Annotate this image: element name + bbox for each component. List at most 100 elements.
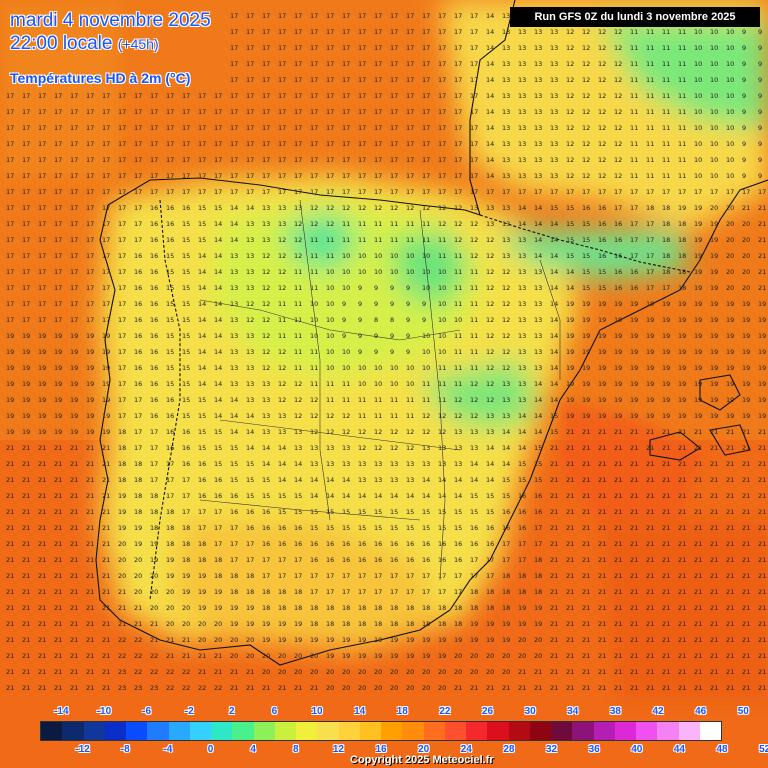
- grid-value: 9: [358, 316, 362, 324]
- grid-value: 21: [70, 652, 78, 660]
- grid-value: 21: [678, 604, 686, 612]
- map-time: 22:00 locale (+45h): [10, 33, 159, 55]
- legend-swatch: [211, 722, 233, 740]
- grid-value: 11: [630, 124, 638, 132]
- grid-value: 9: [390, 300, 394, 308]
- grid-value: 12: [294, 396, 302, 404]
- grid-value: 14: [198, 332, 206, 340]
- grid-value: 17: [86, 172, 94, 180]
- grid-value: 19: [374, 652, 382, 660]
- grid-value: 21: [38, 524, 46, 532]
- grid-value: 12: [598, 28, 606, 36]
- grid-value: 17: [454, 108, 462, 116]
- grid-value: 16: [614, 236, 622, 244]
- grid-value: 13: [550, 44, 558, 52]
- grid-value: 20: [502, 668, 510, 676]
- grid-value: 17: [646, 268, 654, 276]
- grid-value: 11: [470, 364, 478, 372]
- grid-value: 17: [198, 124, 206, 132]
- grid-value: 14: [214, 364, 222, 372]
- grid-value: 18: [294, 588, 302, 596]
- grid-value: 11: [470, 316, 478, 324]
- grid-value: 17: [86, 300, 94, 308]
- grid-value: 14: [486, 76, 494, 84]
- legend-label: -12: [75, 744, 90, 755]
- grid-value: 17: [310, 588, 318, 596]
- grid-value: 12: [470, 380, 478, 388]
- grid-value: 17: [646, 252, 654, 260]
- grid-value: 17: [102, 204, 110, 212]
- grid-value: 11: [646, 156, 654, 164]
- grid-value: 12: [278, 252, 286, 260]
- grid-value: 21: [86, 588, 94, 596]
- grid-value: 19: [326, 636, 334, 644]
- grid-value: 20: [214, 620, 222, 628]
- grid-value: 12: [582, 76, 590, 84]
- grid-value: 19: [566, 380, 574, 388]
- grid-value: 21: [22, 572, 30, 580]
- grid-value: 21: [102, 524, 110, 532]
- grid-value: 21: [694, 460, 702, 468]
- grid-value: 15: [182, 364, 190, 372]
- grid-value: 17: [166, 140, 174, 148]
- grid-value: 13: [246, 220, 254, 228]
- grid-value: 12: [422, 412, 430, 420]
- grid-value: 21: [614, 460, 622, 468]
- grid-value: 21: [214, 668, 222, 676]
- grid-value: 21: [6, 636, 14, 644]
- grid-value: 21: [646, 604, 654, 612]
- grid-value: 19: [758, 380, 766, 388]
- grid-value: 15: [550, 428, 558, 436]
- grid-value: 17: [294, 124, 302, 132]
- grid-value: 13: [486, 428, 494, 436]
- grid-value: 18: [662, 220, 670, 228]
- grid-value: 21: [662, 668, 670, 676]
- grid-value: 17: [6, 284, 14, 292]
- grid-value: 17: [54, 236, 62, 244]
- legend-bottom-labels: -12 -8 -4 0 4 8 12 16 20 24 28 32 36 40 44 48 52: [40, 744, 768, 756]
- grid-value: 19: [102, 380, 110, 388]
- grid-value: 19: [694, 396, 702, 404]
- legend-label: 38: [609, 706, 621, 717]
- grid-value: 17: [262, 12, 270, 20]
- grid-value: 17: [246, 172, 254, 180]
- grid-value: 21: [54, 652, 62, 660]
- grid-value: 15: [358, 508, 366, 516]
- grid-value: 21: [678, 620, 686, 628]
- grid-value: 17: [534, 540, 542, 548]
- grid-value: 21: [678, 556, 686, 564]
- grid-value: 12: [582, 28, 590, 36]
- grid-value: 19: [6, 396, 14, 404]
- grid-value: 20: [182, 604, 190, 612]
- grid-value: 17: [70, 156, 78, 164]
- grid-value: 14: [246, 428, 254, 436]
- grid-value: 20: [230, 636, 238, 644]
- grid-value: 21: [54, 476, 62, 484]
- grid-value: 17: [134, 108, 142, 116]
- grid-value: 21: [70, 684, 78, 692]
- grid-value: 17: [262, 172, 270, 180]
- grid-value: 19: [22, 396, 30, 404]
- grid-value: 12: [598, 60, 606, 68]
- grid-value: 21: [54, 508, 62, 516]
- grid-value: 14: [246, 444, 254, 452]
- grid-value: 21: [598, 428, 606, 436]
- grid-value: 17: [118, 284, 126, 292]
- grid-value: 17: [118, 172, 126, 180]
- grid-value: 15: [166, 332, 174, 340]
- grid-value: 17: [102, 284, 110, 292]
- grid-value: 19: [646, 332, 654, 340]
- grid-value: 12: [614, 108, 622, 116]
- grid-value: 21: [710, 460, 718, 468]
- grid-value: 16: [614, 220, 622, 228]
- grid-value: 17: [374, 92, 382, 100]
- grid-value: 17: [678, 188, 686, 196]
- grid-value: 14: [214, 268, 222, 276]
- grid-value: 17: [150, 188, 158, 196]
- legend-label: 26: [482, 706, 494, 717]
- grid-value: 11: [390, 236, 398, 244]
- grid-value: 15: [214, 460, 222, 468]
- grid-value: 12: [342, 204, 350, 212]
- grid-value: 17: [230, 156, 238, 164]
- grid-value: 17: [422, 108, 430, 116]
